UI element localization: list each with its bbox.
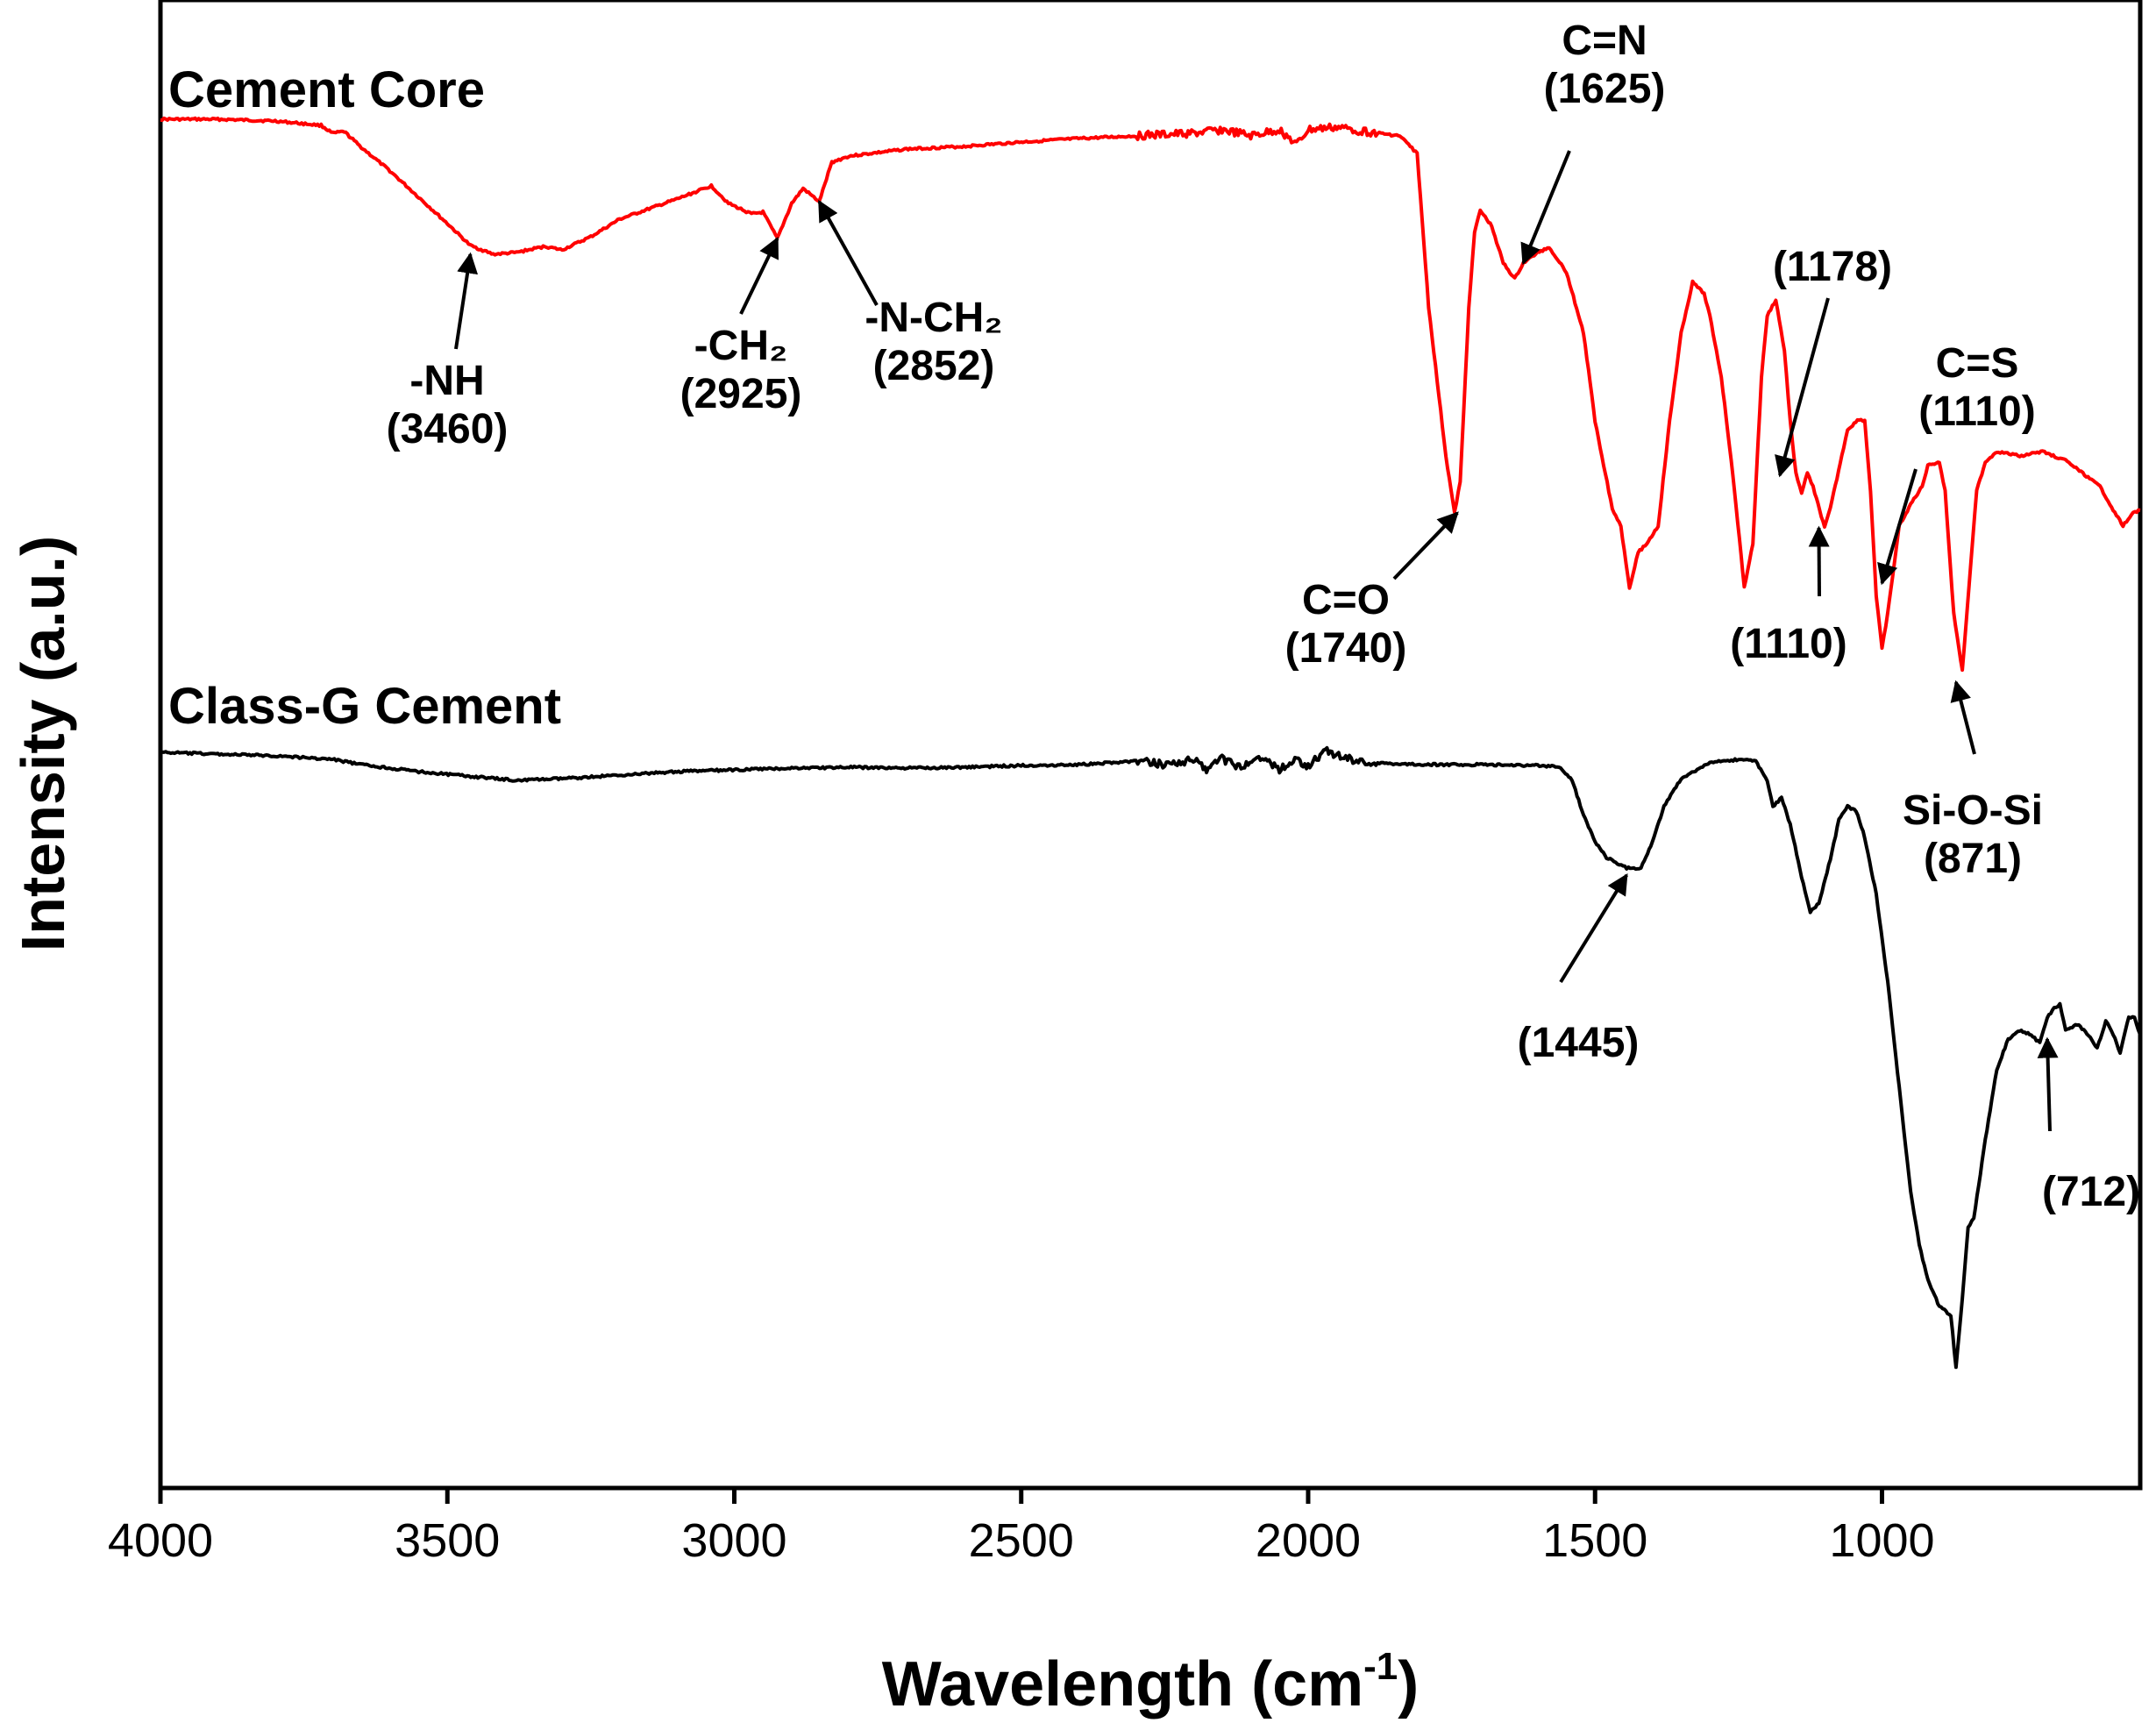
annotation-label: C=N: [1562, 18, 1647, 64]
x-axis-title-end: ): [1398, 1649, 1419, 1719]
annotation-label: Si-O-Si: [1903, 787, 2043, 834]
x-tick-label: 1000: [1829, 1514, 1934, 1567]
annotation-label: (1110): [1918, 388, 2035, 435]
annotation-arrow: [2037, 1036, 2059, 1132]
annotation-arrow: [1877, 468, 1918, 586]
series-label-cement-core: Cement Core: [168, 61, 485, 118]
x-tick-label: 2500: [969, 1514, 1074, 1567]
annotation-arrow: [1775, 297, 1830, 478]
annotation-label: (1445): [1518, 1020, 1640, 1066]
annotation-label: (1110): [1730, 621, 1846, 667]
annotation-label: (2925): [680, 371, 802, 417]
annotation-layer: -NH(3460) -CH₂(2925) -N-CH₂(2852) C=O(1740)…: [387, 18, 2140, 1215]
annotation-arrow: [454, 252, 479, 350]
annotation-label: C=S: [1936, 340, 2019, 387]
x-tick-label: 1500: [1542, 1514, 1647, 1567]
annotation-label: (1625): [1544, 66, 1666, 112]
x-axis-title-sup: -1: [1363, 1645, 1398, 1688]
annotation-arrow: [1559, 872, 1628, 984]
annotation-arrow: [1392, 511, 1459, 580]
x-axis-title-main: Wavelength (cm: [882, 1649, 1363, 1719]
x-tick-layer: 4000 3500 3000 2500 2000 1500 1000: [108, 1488, 1935, 1567]
annotation-arrow: [1808, 525, 1830, 597]
annotation-label: -NH: [409, 358, 484, 404]
series-layer: [159, 116, 2142, 1370]
annotation-label: (871): [1924, 836, 2022, 882]
y-axis-title: Intensity (a.u.): [9, 536, 77, 951]
plot-frame: [158, 0, 2143, 1491]
annotation-label: -N-CH₂: [865, 295, 1002, 341]
series-line-cement-core: [160, 116, 2141, 673]
annotation-label: (2852): [873, 343, 995, 389]
annotation-arrow: [817, 199, 879, 306]
series-label-class-g-cement: Class-G Cement: [168, 678, 561, 735]
x-tick-label: 3000: [681, 1514, 786, 1567]
annotation-label: C=O: [1302, 577, 1390, 623]
x-tick-label: 4000: [108, 1514, 213, 1567]
annotation-arrow: [739, 236, 779, 315]
series-line-class-g-cement: [159, 745, 2142, 1370]
annotation-label: (1178): [1773, 244, 1892, 290]
annotation-arrow: [1520, 150, 1571, 266]
annotation-arrow: [1950, 680, 1976, 755]
annotation-label: (3460): [387, 406, 509, 452]
annotation-label: (1740): [1285, 625, 1407, 672]
annotation-label: -CH₂: [694, 323, 788, 369]
x-axis-title: Wavelength (cm-1): [882, 1645, 1420, 1719]
x-tick-label: 2000: [1256, 1514, 1361, 1567]
x-tick-label: 3500: [395, 1514, 500, 1567]
annotation-label: (712): [2042, 1169, 2140, 1215]
